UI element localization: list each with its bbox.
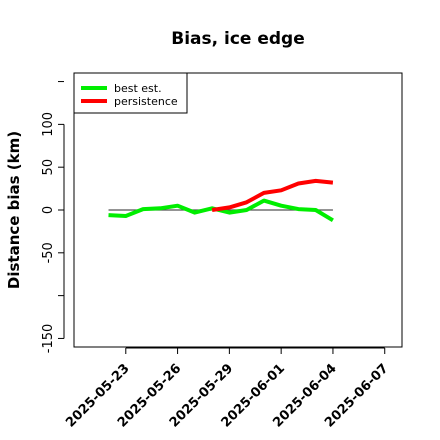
series-layer: [108, 178, 334, 223]
series-line-persistence: [211, 178, 334, 212]
y-tick-label: -150: [41, 324, 56, 354]
plot-frame: [73, 72, 403, 348]
y-tick-label: -50: [41, 242, 56, 263]
y-tick-label: 100: [41, 112, 56, 137]
y-tick-label: 0: [41, 206, 56, 214]
legend-label-best-est: best est.: [114, 82, 162, 95]
chart-title: Bias, ice edge: [171, 29, 305, 49]
y-axis-label: Distance bias (km): [5, 131, 23, 289]
x-axis: 2025-05-232025-05-262025-05-292025-06-01…: [63, 347, 392, 431]
y-tick-label: 50: [41, 159, 56, 176]
legend-box: [73, 72, 188, 114]
legend: best est. persistence: [73, 72, 188, 114]
y-axis: -150 -50 0 50 100: [41, 81, 65, 354]
legend-label-persistence: persistence: [114, 95, 178, 108]
